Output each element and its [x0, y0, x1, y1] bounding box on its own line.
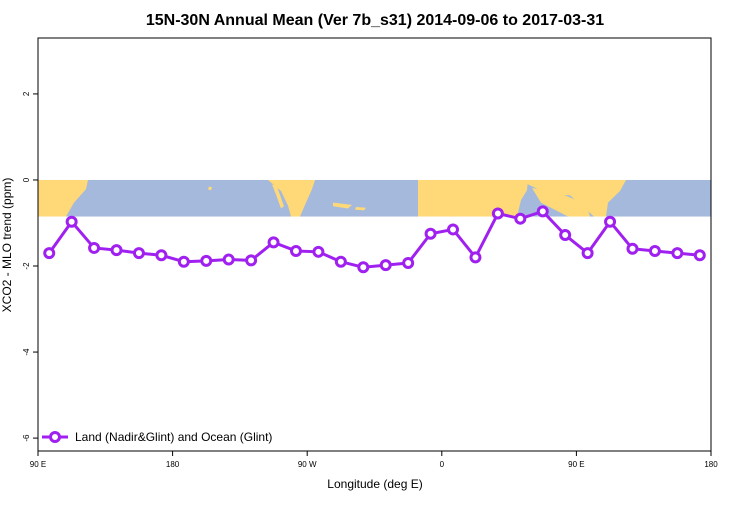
data-point	[604, 215, 617, 228]
plot-frame	[37, 37, 712, 452]
data-point	[132, 247, 145, 260]
x-tick-label: 90 W	[298, 460, 317, 469]
land-taiwan	[69, 188, 73, 198]
land-asia-west	[38, 179, 88, 217]
x-tick-label: 180	[704, 460, 718, 469]
chart-title: 15N-30N Annual Mean (Ver 7b_s31) 2014-09…	[146, 12, 604, 29]
world-map-band	[38, 179, 711, 217]
data-point	[88, 241, 101, 254]
data-point	[536, 205, 549, 218]
data-point	[447, 223, 460, 236]
data-point	[65, 215, 78, 228]
data-point	[491, 207, 504, 220]
legend: Land (Nadir&Glint) and Ocean (Glint)	[42, 430, 272, 444]
land-mexico-usa	[268, 179, 315, 217]
y-axis: 2 0 -2 -4 -6	[22, 91, 38, 442]
data-point	[222, 253, 235, 266]
land-hawaii	[208, 186, 212, 191]
data-point	[671, 247, 684, 260]
data-point	[357, 261, 370, 274]
y-tick-label: -2	[22, 262, 31, 270]
data-point	[402, 256, 415, 269]
y-tick-label: -4	[22, 348, 31, 356]
land-baja	[272, 184, 284, 209]
data-point	[514, 212, 527, 225]
y-axis-label: XCO2 - MLO trend (ppm)	[0, 178, 14, 313]
x-tick-label: 0	[440, 460, 445, 469]
data-point	[469, 251, 482, 264]
x-axis: 90 E 180 90 W 0 90 E 180	[30, 451, 718, 469]
data-point	[43, 247, 56, 260]
data-point	[155, 249, 168, 262]
legend-label: Land (Nadir&Glint) and Ocean (Glint)	[75, 430, 272, 444]
legend-marker-swatch	[49, 431, 61, 443]
x-axis-label: Longitude (deg E)	[327, 477, 422, 491]
data-point	[312, 245, 325, 258]
data-point	[693, 249, 706, 262]
x-tick-label: 90 E	[568, 460, 584, 469]
land-india-asia	[524, 179, 626, 217]
series-layer	[43, 205, 706, 274]
data-point	[177, 255, 190, 268]
data-point	[267, 236, 280, 249]
data-point	[424, 227, 437, 240]
data-point	[648, 244, 661, 257]
data-point	[626, 242, 639, 255]
data-point	[379, 259, 392, 272]
data-point	[334, 255, 347, 268]
land-arabia	[532, 188, 590, 217]
data-point	[581, 247, 594, 260]
data-point	[289, 244, 302, 257]
data-point	[200, 254, 213, 267]
data-point	[110, 244, 123, 257]
x-tick-label: 90 E	[30, 460, 46, 469]
land-hispaniola	[355, 207, 366, 211]
y-tick-label: -6	[22, 434, 31, 442]
land-africa-arabia	[418, 179, 528, 217]
data-point	[245, 254, 258, 267]
y-tick-label: 2	[22, 91, 31, 96]
data-point	[559, 229, 572, 242]
land-cuba	[333, 202, 352, 209]
x-tick-label: 180	[166, 460, 180, 469]
series-line	[47, 209, 700, 269]
y-tick-label: 0	[22, 177, 31, 182]
